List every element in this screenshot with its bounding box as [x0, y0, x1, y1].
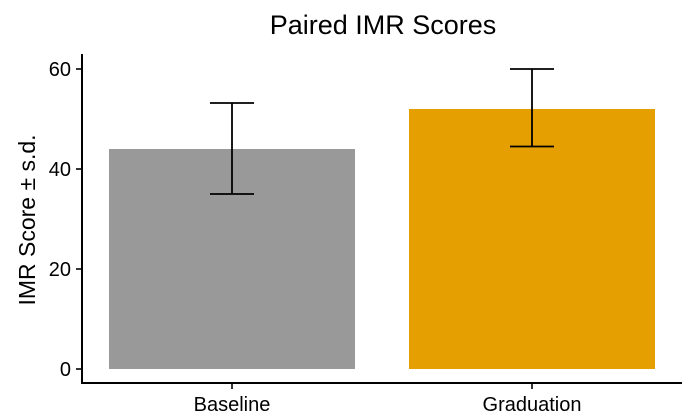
- bars-layer: [109, 109, 655, 369]
- y-ticks-layer: 0 20 40 60: [49, 59, 82, 381]
- y-tick-label: 40: [49, 159, 71, 181]
- y-tick-label: 0: [60, 359, 71, 381]
- x-tick-label-graduation: Graduation: [483, 394, 582, 416]
- x-tick-label-baseline: Baseline: [194, 394, 271, 416]
- chart-title: Paired IMR Scores: [270, 10, 497, 40]
- y-tick-label: 20: [49, 259, 71, 281]
- y-tick-label: 60: [49, 59, 71, 81]
- error-bars-layer: [210, 68, 554, 195]
- bar-graduation: [409, 109, 655, 369]
- x-ticks-layer: Baseline Graduation: [194, 383, 582, 416]
- y-axis-label: IMR Score ± s.d.: [14, 134, 40, 305]
